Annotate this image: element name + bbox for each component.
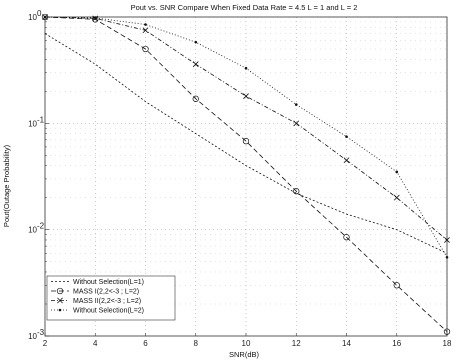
x-tick-label: 2: [43, 339, 48, 348]
series-marker: [395, 170, 399, 174]
x-tick-label: 6: [143, 339, 148, 348]
x-tick-label: 16: [392, 339, 401, 348]
series-marker: [57, 297, 63, 304]
series-4: [43, 15, 449, 259]
series-marker: [243, 93, 249, 100]
series-marker: [56, 287, 64, 295]
x-axis-label: SNR(dB): [229, 350, 260, 359]
x-tick-label: 4: [93, 339, 98, 348]
y-tick-exponent: 0: [37, 9, 42, 18]
x-tick-label: 8: [194, 339, 199, 348]
y-tick-label: 10: [28, 226, 37, 235]
series-marker: [93, 16, 97, 20]
series-marker: [443, 328, 451, 335]
series-marker: [192, 95, 199, 102]
series-marker: [293, 188, 300, 195]
series-marker: [192, 61, 199, 68]
series-marker: [393, 194, 400, 201]
y-tick-exponent: -2: [37, 222, 45, 231]
y-tick-label: 10: [28, 332, 37, 341]
legend-label: MASS II(2,2<-3 ; L=2): [73, 298, 141, 305]
series-marker: [58, 308, 62, 312]
series-marker: [444, 237, 450, 243]
series-layer: [41, 13, 451, 335]
x-tick-label: 14: [342, 339, 351, 348]
series-marker: [293, 120, 300, 127]
legend-label: Without Selection(L=1): [73, 279, 144, 286]
series-marker: [43, 15, 47, 19]
y-tick-exponent: -1: [37, 115, 45, 124]
x-tick-label: 18: [443, 339, 452, 348]
legend-label: Without Selection(L=2): [73, 308, 144, 315]
x-tick-label: 12: [292, 339, 301, 348]
series-line: [44, 33, 448, 254]
series-marker: [144, 23, 147, 26]
series-marker: [142, 45, 149, 53]
series-marker: [345, 135, 348, 138]
series-1: [44, 33, 448, 254]
x-tick-label: 10: [242, 339, 251, 348]
y-tick-exponent: -3: [37, 328, 45, 337]
y-axis-label: Pout(Outage Probability): [2, 144, 11, 227]
series-marker: [343, 234, 350, 241]
legend-label: MASS I(2,2<-3 ; L=2): [73, 289, 139, 296]
series-3: [42, 14, 450, 243]
grid: [44, 16, 448, 337]
series-line: [44, 16, 448, 241]
series-2: [41, 13, 451, 335]
y-tick-label: 10: [28, 13, 37, 22]
series-marker: [92, 16, 99, 23]
chart-title: Pout vs. SNR Compare When Fixed Data Rat…: [131, 3, 358, 12]
series-marker: [445, 255, 449, 259]
series-marker: [244, 66, 248, 70]
series-marker: [142, 27, 149, 34]
legend-box: [46, 275, 176, 321]
series-marker: [343, 157, 350, 164]
series-marker: [194, 40, 198, 44]
legend: Without Selection(L=1) MASS I(2,2<-3 ; L=…: [46, 275, 176, 321]
series-marker: [294, 103, 298, 106]
series-marker: [393, 282, 400, 289]
series-marker: [242, 137, 250, 145]
y-tick-label: 10: [28, 119, 37, 128]
